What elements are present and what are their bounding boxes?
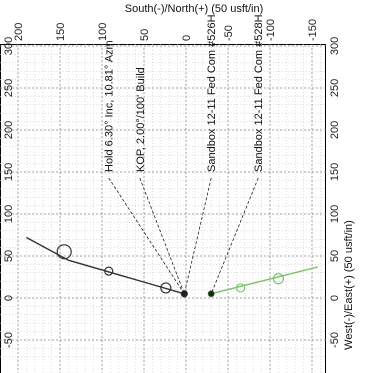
- survey-marker: [236, 283, 246, 293]
- annotation-leader: [139, 177, 185, 294]
- y-axis-title: South(-)/North(+) (50 usft/in): [125, 3, 263, 15]
- survey-marker: [160, 282, 172, 294]
- tick-label-east-right: 0: [329, 295, 341, 301]
- x-axis-title: West(-)/East(+) (50 usft/in): [343, 220, 355, 350]
- tick-label-north-top: 100: [97, 23, 109, 41]
- tick-label-north-top: 150: [55, 23, 67, 41]
- tick-label-east-left: 150: [3, 163, 15, 181]
- wellhead-marker: [208, 290, 215, 297]
- tick-label-north-top: -50: [223, 25, 235, 41]
- tick-label-east-left: 0: [3, 295, 15, 301]
- annotation-leader: [108, 177, 185, 295]
- tick-label-east-right: 50: [329, 250, 341, 262]
- annotation-label: Sandbox 12-11 Fed Com #526H: [206, 14, 218, 172]
- survey-marker: [104, 266, 114, 276]
- annotation-leader: [210, 177, 259, 294]
- tick-label-north-top: -150: [307, 19, 319, 41]
- tick-label-east-left: 100: [3, 205, 15, 223]
- annotation-label: KOP, 2.00°/100' Build: [135, 67, 147, 172]
- tick-label-east-right: -50: [329, 332, 341, 348]
- plot-frame: [0, 44, 326, 373]
- survey-marker: [56, 244, 72, 260]
- wellpath-line: [26, 236, 185, 295]
- annotation-leader: [183, 177, 212, 294]
- survey-marker: [272, 273, 284, 285]
- tick-label-east-left: -50: [3, 332, 15, 348]
- tick-label-east-left: 50: [3, 250, 15, 262]
- tick-label-east-right: 150: [329, 163, 341, 181]
- tick-label-east-right: 300: [329, 37, 341, 55]
- wellhead-marker: [181, 290, 188, 297]
- tick-label-east-right: 100: [329, 205, 341, 223]
- tick-label-east-left: 250: [3, 79, 15, 97]
- tick-label-north-top: 50: [139, 29, 151, 41]
- tick-label-north-top: 0: [181, 35, 193, 41]
- annotations-layer: Hold 6.30° Inc, 10.81° Azm KOP, 2.00°/100…: [104, 14, 265, 295]
- series-layer: [26, 236, 319, 298]
- tick-label-north-top: -100: [265, 19, 277, 41]
- wellpath-line: [211, 266, 319, 295]
- annotation-label: Hold 6.30° Inc, 10.81° Azm: [104, 40, 116, 172]
- tick-label-east-left: 200: [3, 121, 15, 139]
- tick-label-east-right: 200: [329, 121, 341, 139]
- tick-label-east-left: 300: [3, 37, 15, 55]
- tick-labels: 200 150 100 50 0 -50 -100 -150 -50 0 50 100 150 200 25…: [3, 19, 341, 348]
- tick-label-east-right: 250: [329, 79, 341, 97]
- annotation-label: Sandbox 12-11 Fed Com #528H: [253, 14, 265, 172]
- grid: [0, 44, 326, 373]
- tick-label-north-top: 200: [13, 23, 25, 41]
